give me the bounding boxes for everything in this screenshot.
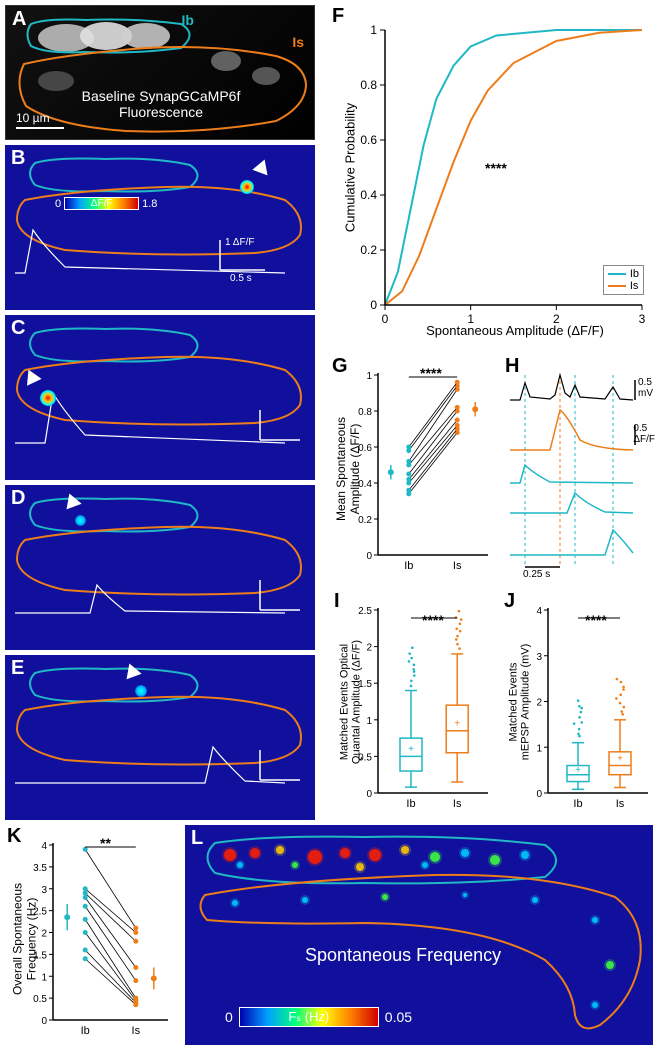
panel-h-svg bbox=[505, 355, 655, 580]
svg-text:1: 1 bbox=[536, 743, 542, 754]
svg-text:+: + bbox=[408, 744, 414, 755]
h-mv-scale: 0.5 mV bbox=[638, 377, 653, 399]
panel-e: E bbox=[5, 655, 315, 820]
panel-f: F 00.20.40.60.810123 Cumulative Probabil… bbox=[330, 5, 652, 345]
svg-text:0.2: 0.2 bbox=[360, 243, 377, 257]
panel-c: C bbox=[5, 315, 315, 480]
svg-text:+: + bbox=[617, 754, 623, 765]
hotspot-icon bbox=[75, 515, 86, 526]
svg-text:0.4: 0.4 bbox=[360, 188, 377, 202]
panel-e-svg bbox=[5, 655, 315, 820]
panel-l-label: L bbox=[191, 827, 203, 850]
panel-l-colorbar: 0 Fₛ (Hz) 0.05 bbox=[225, 1007, 412, 1027]
panel-j-sig: **** bbox=[585, 612, 607, 628]
panel-d: D bbox=[5, 485, 315, 650]
panel-b-label: B bbox=[11, 147, 25, 170]
caption-line2: Fluorescence bbox=[119, 104, 203, 120]
svg-text:3: 3 bbox=[536, 652, 542, 663]
panel-f-xlabel: Spontaneous Amplitude (ΔF/F) bbox=[385, 323, 645, 338]
hotspot-icon bbox=[135, 685, 147, 697]
panel-j-label: J bbox=[504, 590, 515, 613]
hotspot-icon bbox=[240, 180, 254, 194]
svg-text:4: 4 bbox=[41, 841, 47, 852]
svg-text:0.8: 0.8 bbox=[360, 78, 377, 92]
panel-c-label: C bbox=[11, 317, 25, 340]
panel-d-label: D bbox=[11, 487, 25, 510]
svg-text:Is: Is bbox=[616, 798, 625, 810]
l-cbar-max: 0.05 bbox=[385, 1009, 412, 1025]
hotspot-icon bbox=[40, 390, 56, 406]
panel-g-sig: **** bbox=[420, 365, 442, 381]
panel-k: K 00.511.522.533.54IbIs Overall Spontane… bbox=[5, 825, 180, 1045]
panel-a-caption: Baseline SynapGCaMP6f Fluorescence bbox=[41, 88, 281, 120]
panel-i-sig: **** bbox=[422, 612, 444, 628]
h-df-scale: 0.5 ΔF/F bbox=[633, 423, 655, 445]
svg-text:4: 4 bbox=[536, 606, 542, 617]
svg-text:Is: Is bbox=[453, 798, 462, 810]
panel-f-ylabel: Cumulative Probability bbox=[343, 93, 358, 243]
svg-text:0.6: 0.6 bbox=[360, 133, 377, 147]
panel-f-sig: **** bbox=[485, 160, 507, 176]
svg-text:Ib: Ib bbox=[573, 798, 582, 810]
panel-j: J 0 1 2 3 4 Ib Is + + Matched Events mEPSP Ampli… bbox=[500, 590, 655, 815]
panel-a: A Ib Is Baseline SynapGCaMP6f Fluorescen… bbox=[5, 5, 315, 140]
caption-line1: Baseline SynapGCaMP6f bbox=[82, 88, 241, 104]
figure-container: A Ib Is Baseline SynapGCaMP6f Fluorescen… bbox=[0, 0, 659, 1050]
svg-text:3: 3 bbox=[41, 885, 47, 896]
panel-e-label: E bbox=[11, 657, 24, 680]
svg-text:1: 1 bbox=[41, 972, 47, 983]
svg-text:0: 0 bbox=[366, 551, 372, 562]
svg-text:Ib: Ib bbox=[404, 560, 413, 572]
panel-b: B0ΔF/F1.81 ΔF/F0.5 s bbox=[5, 145, 315, 310]
svg-text:2: 2 bbox=[366, 643, 372, 654]
is-label: Is bbox=[292, 34, 304, 50]
scalebar bbox=[16, 127, 64, 129]
svg-text:2: 2 bbox=[536, 698, 542, 709]
panel-i-ylabel: Matched Events Optical Quantal Amplitude… bbox=[339, 620, 363, 785]
ib-label: Ib bbox=[182, 12, 194, 28]
panel-i: I 00.511.522.5IbIs++ Matched Events Opti… bbox=[330, 590, 495, 815]
svg-text:0: 0 bbox=[366, 789, 372, 800]
panel-d-svg bbox=[5, 485, 315, 650]
panel-l: L Spontaneous Frequency 0 Fₛ (Hz) 0.05 bbox=[185, 825, 653, 1045]
l-cbar-min: 0 bbox=[225, 1009, 233, 1025]
panel-a-label: A bbox=[12, 8, 26, 31]
panel-g-label: G bbox=[332, 355, 348, 378]
svg-text:2: 2 bbox=[41, 929, 47, 940]
panel-i-label: I bbox=[334, 590, 340, 613]
panel-k-sig: ** bbox=[100, 835, 111, 851]
svg-text:Is: Is bbox=[453, 560, 462, 572]
svg-text:1: 1 bbox=[370, 23, 377, 37]
panel-h: H 0.5 mV 0.5 ΔF/F 0.25 s bbox=[505, 355, 655, 580]
colorbar: 0ΔF/F1.8 bbox=[55, 197, 157, 210]
panel-g: G 00.20.40.60.81IbIs Mean Spontaneous Am… bbox=[330, 355, 500, 580]
scalebar-label: 10 µm bbox=[16, 111, 50, 125]
legend-is: Is bbox=[630, 280, 639, 292]
panel-j-ylabel: Matched Events mEPSP Amplitude (mV) bbox=[508, 625, 532, 780]
svg-text:2.5: 2.5 bbox=[358, 606, 372, 617]
svg-text:+: + bbox=[454, 718, 460, 729]
h-time-scale: 0.25 s bbox=[523, 569, 550, 580]
panel-k-label: K bbox=[7, 825, 21, 848]
panel-f-legend: Ib Is bbox=[603, 265, 644, 295]
panel-k-ylabel: Overall Spontaneous Frequency (Hz) bbox=[11, 862, 39, 1017]
panel-l-title: Spontaneous Frequency bbox=[305, 945, 501, 966]
legend-ib: Ib bbox=[630, 268, 639, 280]
svg-text:1: 1 bbox=[366, 371, 372, 382]
panel-f-label: F bbox=[332, 5, 344, 28]
svg-text:0: 0 bbox=[536, 789, 542, 800]
svg-text:1: 1 bbox=[366, 716, 372, 727]
svg-text:Ib: Ib bbox=[406, 798, 415, 810]
svg-text:Ib: Ib bbox=[81, 1025, 90, 1037]
l-cbar-label: Fₛ (Hz) bbox=[240, 1009, 378, 1025]
svg-text:0: 0 bbox=[41, 1016, 47, 1027]
svg-text:Is: Is bbox=[132, 1025, 141, 1037]
panel-h-label: H bbox=[505, 355, 519, 378]
svg-text:+: + bbox=[575, 765, 581, 776]
panel-g-ylabel: Mean Spontaneous Amplitude (ΔF/F) bbox=[334, 399, 362, 539]
svg-text:0: 0 bbox=[370, 298, 377, 312]
